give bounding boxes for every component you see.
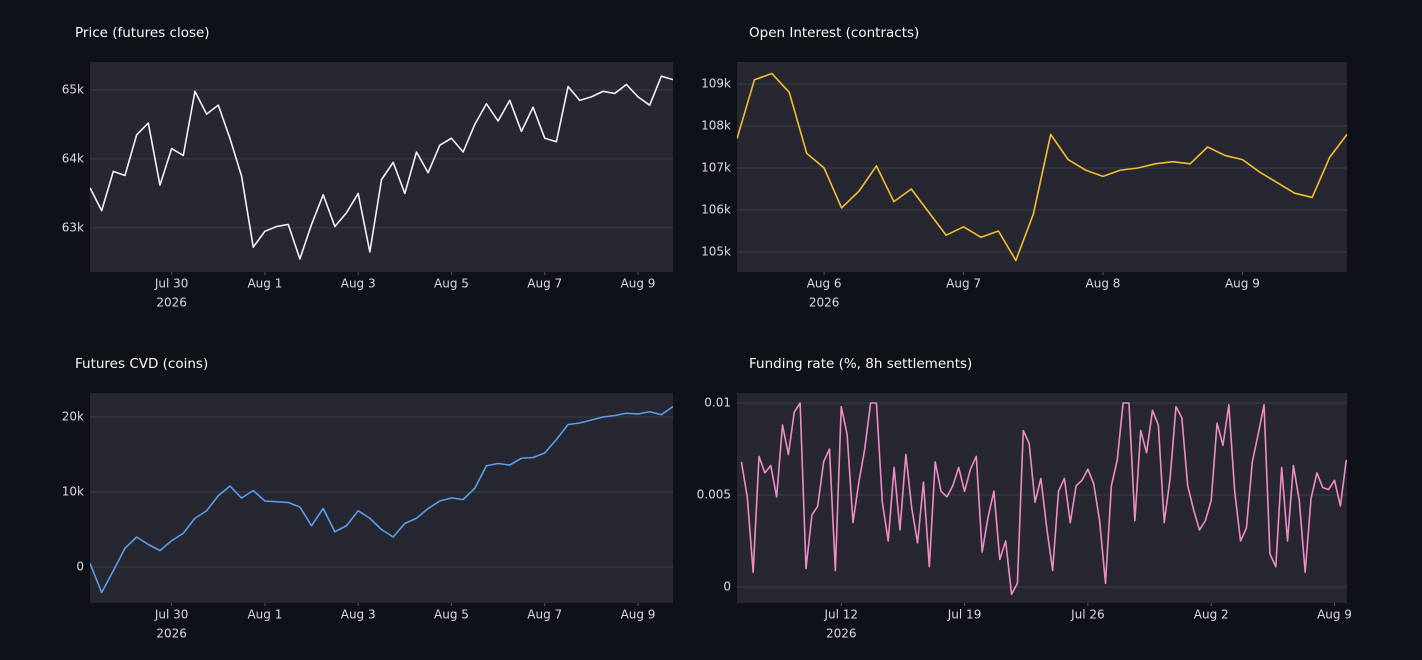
chart-panel: Price (futures close) 63k 64k 65k Jul 30 2026… [62, 25, 673, 310]
y-tick-label: 107k [701, 161, 731, 175]
y-tick-label: 106k [701, 203, 731, 217]
x-tick-label: Jul 26 [1070, 608, 1105, 622]
x-tick-label: Jul 30 [154, 277, 189, 291]
chart-panel: Futures CVD (coins) 0 10k 20k Jul 30 2026 Aug … [62, 356, 673, 641]
x-tick-label: Aug 9 [1317, 608, 1352, 622]
data-line [740, 402, 1347, 596]
chart-title: Futures CVD (coins) [75, 356, 208, 372]
x-year-label: 2026 [809, 296, 840, 310]
x-tick-label: Aug 5 [434, 277, 469, 291]
y-tick-label: 65k [62, 82, 84, 96]
x-tick-label: Jul 12 [823, 608, 858, 622]
x-tick-label: Aug 6 [807, 277, 842, 291]
x-tick-label: Aug 7 [527, 608, 562, 622]
x-tick-label: Aug 8 [1086, 277, 1121, 291]
x-year-label: 2026 [826, 627, 857, 641]
y-tick-label: 0 [76, 560, 84, 574]
chart-panel: Funding rate (%, 8h settlements) 0 0.005 0.… [697, 356, 1352, 641]
x-tick-label: Aug 3 [341, 277, 376, 291]
x-tick-label: Aug 9 [1225, 277, 1260, 291]
data-line [90, 405, 673, 594]
plot-area [90, 393, 673, 603]
chart-title: Price (futures close) [75, 25, 210, 41]
chart-panel: Open Interest (contracts) 105k 106k 107k 108… [701, 25, 1347, 310]
x-tick-label: Aug 3 [341, 608, 376, 622]
x-tick-label: Aug 7 [527, 277, 562, 291]
plot-area [737, 62, 1347, 272]
x-tick-label: Aug 9 [621, 608, 656, 622]
x-tick-label: Aug 7 [946, 277, 981, 291]
plot-area [737, 393, 1347, 603]
chart-title: Open Interest (contracts) [749, 25, 919, 41]
x-tick-label: Aug 2 [1194, 608, 1229, 622]
y-tick-label: 63k [62, 220, 84, 234]
plot-area [90, 62, 673, 272]
y-tick-label: 20k [62, 410, 84, 424]
y-tick-label: 10k [62, 485, 84, 499]
x-tick-label: Aug 9 [621, 277, 656, 291]
y-tick-label: 64k [62, 151, 84, 165]
y-tick-label: 0.01 [704, 395, 731, 409]
y-tick-label: 109k [701, 77, 731, 91]
x-year-label: 2026 [156, 627, 187, 641]
x-tick-label: Jul 19 [947, 608, 982, 622]
x-tick-label: Aug 1 [247, 608, 282, 622]
x-tick-label: Jul 30 [154, 608, 189, 622]
x-tick-label: Aug 1 [247, 277, 282, 291]
y-tick-label: 108k [701, 119, 731, 133]
x-tick-label: Aug 5 [434, 608, 469, 622]
y-tick-label: 0 [723, 579, 731, 593]
y-tick-label: 105k [701, 245, 731, 259]
x-year-label: 2026 [156, 296, 187, 310]
chart-title: Funding rate (%, 8h settlements) [749, 356, 972, 372]
data-line [737, 72, 1347, 262]
y-tick-label: 0.005 [697, 487, 731, 501]
data-line [90, 75, 673, 260]
